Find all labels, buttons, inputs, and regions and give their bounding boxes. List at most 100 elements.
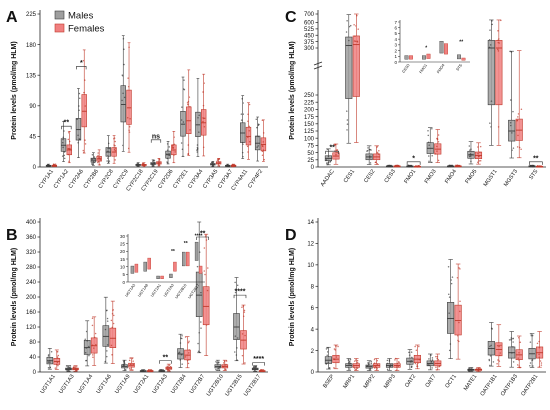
y-tick-label: 45 <box>29 135 36 141</box>
data-point <box>407 165 410 168</box>
data-point <box>174 151 176 153</box>
data-point <box>428 364 431 366</box>
data-point <box>225 360 228 362</box>
data-point <box>212 165 214 167</box>
data-point <box>85 359 87 362</box>
data-point <box>224 368 226 370</box>
data-point <box>511 132 513 134</box>
data-point <box>63 157 66 160</box>
data-point <box>132 369 134 371</box>
data-point <box>373 362 376 364</box>
y-tick-label: 25 <box>307 158 314 164</box>
data-point <box>489 355 492 357</box>
inset-box <box>134 263 139 273</box>
data-point <box>54 367 57 369</box>
data-point <box>114 140 116 143</box>
data-point <box>538 346 541 349</box>
data-point <box>468 368 471 371</box>
data-point <box>203 82 205 84</box>
data-point <box>225 363 227 366</box>
data-point <box>83 91 85 94</box>
data-point <box>110 319 113 322</box>
data-point <box>107 155 109 157</box>
data-point <box>88 345 90 348</box>
inset-y-tick-label: 2 <box>394 48 397 53</box>
data-point <box>207 267 209 269</box>
data-point <box>127 77 129 79</box>
data-point <box>187 103 189 106</box>
inset-x-tick-label: UGT2A1 <box>150 283 162 297</box>
y-axis-label: Protein levels (pmol/mg HLM) <box>11 248 18 346</box>
box <box>126 89 132 125</box>
data-point <box>512 338 514 340</box>
legend-swatch-males <box>54 10 65 20</box>
inset-box <box>173 261 177 272</box>
legend-label-males: Males <box>68 11 94 22</box>
data-point <box>354 369 357 371</box>
data-point <box>478 367 481 369</box>
data-point <box>471 369 473 372</box>
data-point <box>93 336 96 339</box>
y-tick-label: 0 <box>33 165 37 171</box>
data-point <box>123 362 126 365</box>
x-tick-label: UGT2A1 <box>133 374 150 395</box>
data-point <box>436 145 438 148</box>
data-point <box>47 361 50 363</box>
inset-y-tick-label: 5 <box>394 31 397 36</box>
data-point <box>236 359 238 361</box>
data-point <box>395 357 397 360</box>
x-tick-label: FMO3 <box>424 169 438 185</box>
data-point <box>142 369 145 372</box>
data-point <box>335 345 337 347</box>
inset-box <box>160 275 164 279</box>
data-point <box>54 163 57 166</box>
data-point <box>106 355 108 358</box>
inset-y-tick-label: 5 <box>122 272 125 277</box>
data-point <box>386 359 389 362</box>
data-point <box>47 354 50 356</box>
inset-y-tick-label: 6 <box>394 26 397 31</box>
data-point <box>356 361 359 364</box>
data-point <box>91 158 93 160</box>
significance-bracket <box>196 236 209 240</box>
data-point <box>234 281 236 284</box>
data-point <box>538 340 540 343</box>
x-tick-label: FMO5 <box>465 169 479 185</box>
data-point <box>168 364 170 367</box>
data-point <box>498 38 500 40</box>
data-point <box>448 293 450 296</box>
data-point <box>124 368 127 371</box>
data-point <box>414 362 417 365</box>
data-point <box>428 160 430 162</box>
data-point <box>512 361 515 363</box>
data-point <box>128 125 131 128</box>
panel-letter: B <box>6 227 18 244</box>
x-tick-label: UGT1A6 <box>96 374 113 395</box>
data-point <box>261 150 264 153</box>
x-tick-label: OAT7 <box>425 374 438 389</box>
inset-y-tick-label: 7 <box>394 20 397 25</box>
data-point <box>394 165 397 167</box>
data-point <box>91 317 94 319</box>
inset-y-tick-label: 25 <box>120 241 126 246</box>
data-point <box>530 334 533 337</box>
significance-bracket <box>159 360 172 364</box>
data-point <box>198 131 200 133</box>
inset-box <box>143 261 147 272</box>
data-point <box>247 120 249 122</box>
data-point <box>376 146 378 148</box>
inset-box <box>182 251 186 267</box>
data-point <box>159 368 161 371</box>
x-tick-label: OATP1B3 <box>500 374 519 398</box>
data-point <box>62 141 64 144</box>
data-point <box>490 344 492 347</box>
data-point <box>54 165 57 167</box>
significance-bracket <box>233 294 247 299</box>
data-point <box>188 96 191 98</box>
data-point <box>182 88 185 90</box>
data-point <box>437 358 440 361</box>
data-point <box>388 164 390 167</box>
box <box>120 85 126 123</box>
data-point <box>337 345 339 348</box>
box <box>495 40 503 106</box>
